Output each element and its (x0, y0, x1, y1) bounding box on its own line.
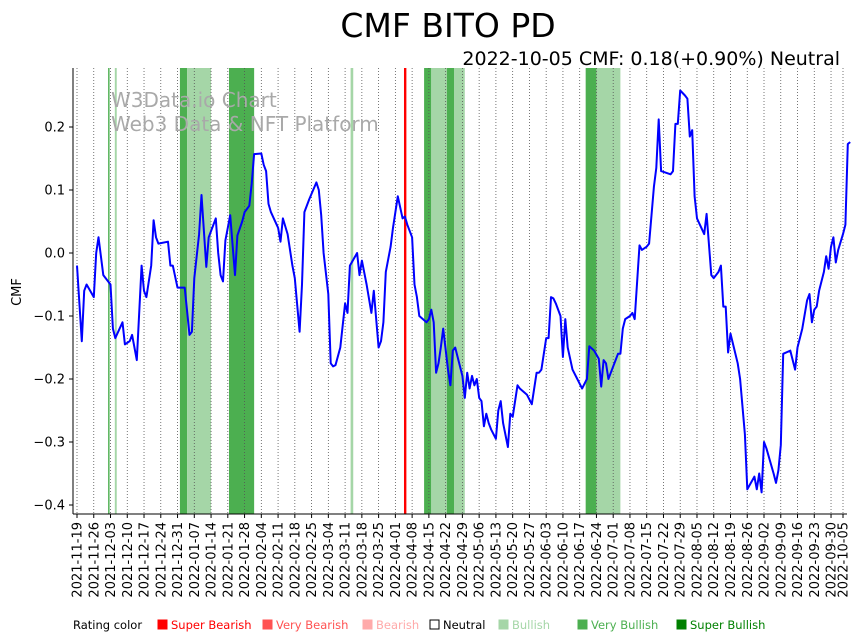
chart-subtitle: 2022-10-05 CMF: 0.18(+0.90%) Neutral (462, 48, 840, 70)
legend-label: Super Bearish (171, 618, 252, 632)
y-tick-label: −0.4 (33, 499, 65, 514)
x-tick-label: 2022-04-15 (422, 522, 437, 598)
band-very-bullish (179, 68, 188, 514)
legend-label: Super Bullish (690, 618, 765, 632)
x-tick-label: 2022-05-20 (506, 522, 521, 598)
x-tick-label: 2021-11-26 (87, 522, 102, 598)
x-tick-label: 2022-09-30 (825, 522, 840, 598)
band-bullish (114, 68, 117, 514)
x-tick-label: 2022-04-01 (389, 522, 404, 598)
y-tick-label: 0.2 (44, 121, 65, 136)
x-tick-label: 2022-04-29 (456, 522, 471, 598)
x-tick-label: 2022-07-22 (657, 522, 672, 598)
legend-label: Bearish (376, 618, 419, 632)
x-tick-label: 2022-07-15 (640, 522, 655, 598)
legend-label: Neutral (443, 618, 485, 632)
band-very-bullish (446, 68, 455, 514)
band-very-bullish (585, 68, 597, 514)
legend-swatch (262, 619, 273, 630)
x-tick-label: 2022-07-08 (623, 522, 638, 598)
y-ticks: 0.2 0.1 0.0 −0.1 −0.2 −0.3 −0.4 (33, 121, 73, 514)
x-tick-label: 2022-09-16 (791, 522, 806, 598)
watermark-line-1: W3Data.io Chart (111, 88, 277, 112)
rating-bands (108, 68, 621, 514)
x-tick-label: 2022-06-24 (590, 522, 605, 598)
chart-title: CMF BITO PD (340, 6, 555, 45)
x-tick-label: 2021-12-17 (138, 522, 153, 598)
x-tick-label: 2022-08-12 (707, 522, 722, 598)
band-very-bullish (229, 68, 255, 514)
y-tick-label: −0.2 (33, 373, 65, 388)
band-bullish (596, 68, 621, 514)
y-tick-label: −0.1 (33, 310, 65, 325)
x-tick-label: 2022-01-21 (221, 522, 236, 598)
x-tick-label: 2022-08-19 (724, 522, 739, 598)
legend-swatch (362, 619, 373, 630)
legend-swatch (429, 619, 440, 630)
x-tick-label: 2021-12-31 (171, 522, 186, 598)
y-axis-label: CMF (10, 278, 25, 306)
x-tick-label: 2022-03-04 (322, 522, 337, 598)
x-tick-label: 2022-09-09 (774, 522, 789, 598)
x-tick-label: 2022-10-05 (837, 522, 852, 598)
y-tick-label: 0.0 (44, 247, 65, 262)
x-tick-label: 2022-05-06 (473, 522, 488, 598)
x-tick-label: 2022-03-18 (355, 522, 370, 598)
band-very-bullish (424, 68, 432, 514)
x-tick-label: 2022-01-14 (205, 522, 220, 598)
legend-heading: Rating color (73, 618, 142, 632)
x-tick-label: 2022-02-11 (272, 522, 287, 598)
x-tick-label: 2022-01-07 (188, 522, 203, 598)
x-tick-label: 2022-01-28 (238, 522, 253, 598)
legend-swatch (157, 619, 168, 630)
x-tick-label: 2022-07-01 (607, 522, 622, 598)
x-tick-label: 2021-12-03 (104, 522, 119, 598)
x-tick-label: 2022-04-08 (406, 522, 421, 598)
band-very-bullish (108, 68, 110, 514)
x-tick-label: 2022-09-23 (808, 522, 823, 598)
legend-label: Very Bullish (591, 618, 658, 632)
x-tick-label: 2022-09-02 (758, 522, 773, 598)
x-tick-label: 2022-04-22 (439, 522, 454, 598)
x-tick-label: 2022-07-29 (674, 522, 689, 598)
band-bullish (187, 68, 212, 514)
x-tick-label: 2022-08-05 (690, 522, 705, 598)
x-tick-label: 2022-03-11 (339, 522, 354, 598)
x-tick-label: 2022-03-25 (372, 522, 387, 598)
x-tick-label: 2021-12-24 (154, 522, 169, 598)
x-tick-label: 2022-08-26 (741, 522, 756, 598)
watermark-line-2: Web3 Data & NFT Platform (111, 112, 379, 136)
x-ticks: 2021-11-19 2021-11-26 2021-12-03 2021-12-10… (71, 514, 852, 598)
x-tick-label: 2021-11-19 (71, 522, 86, 598)
legend-label: Very Bearish (276, 618, 348, 632)
x-tick-label: 2022-06-03 (540, 522, 555, 598)
x-tick-label: 2022-05-27 (523, 522, 538, 598)
x-tick-label: 2022-06-17 (573, 522, 588, 598)
y-tick-label: −0.3 (33, 436, 65, 451)
legend-swatch (498, 619, 509, 630)
band-bullish (350, 68, 354, 514)
band-bullish (454, 68, 465, 514)
x-tick-label: 2021-12-10 (121, 522, 136, 598)
x-tick-label: 2022-05-13 (489, 522, 504, 598)
band-bullish (431, 68, 447, 514)
legend-swatch (577, 619, 588, 630)
y-tick-label: 0.1 (44, 184, 65, 199)
legend-swatch (676, 619, 687, 630)
x-tick-label: 2022-02-25 (305, 522, 320, 598)
x-tick-label: 2022-02-04 (255, 522, 270, 598)
band-super-bearish (403, 68, 407, 514)
cmf-series-line (76, 89, 851, 494)
legend-label: Bullish (512, 618, 550, 632)
rating-legend: Rating color Super Bearish Very Bearish Be… (73, 618, 765, 632)
x-tick-label: 2022-06-10 (556, 522, 571, 598)
x-tick-label: 2022-02-18 (288, 522, 303, 598)
